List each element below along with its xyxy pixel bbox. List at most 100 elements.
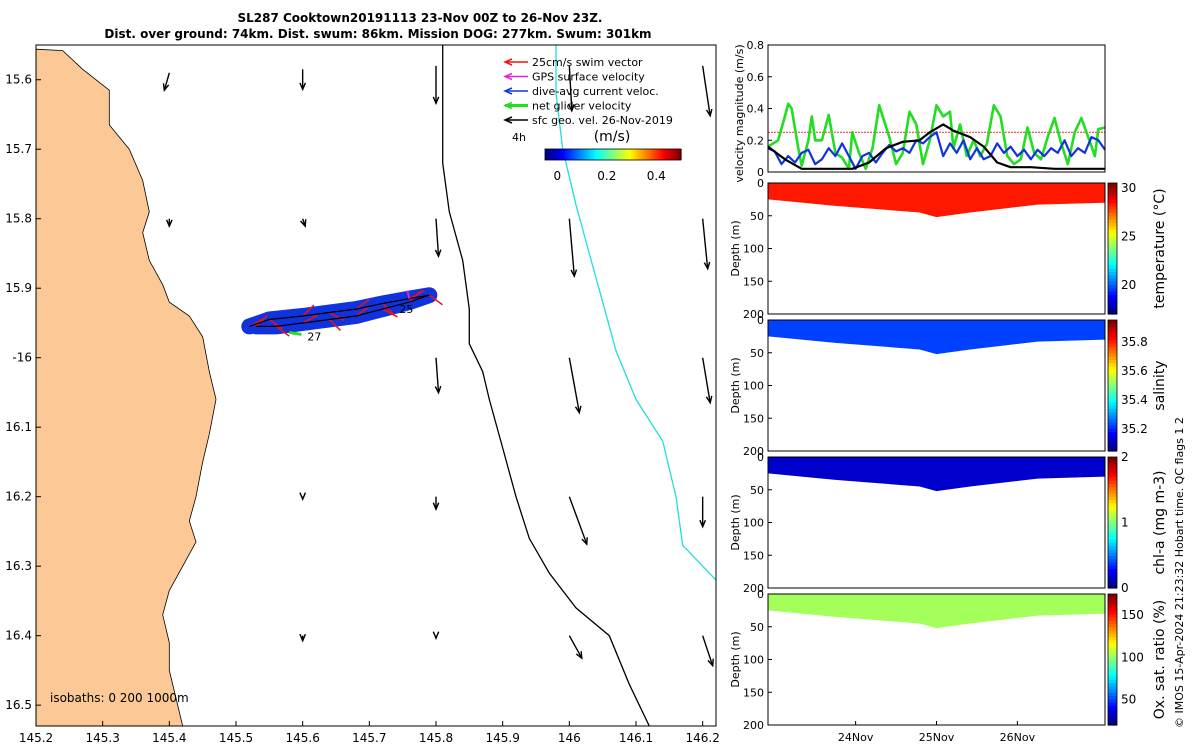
swim-vector (302, 304, 315, 317)
profile-ytick-label: 100 (743, 380, 764, 393)
colorbar-swatch (589, 149, 592, 160)
colorbar-swatch (611, 149, 614, 160)
swim-vector (355, 298, 370, 310)
profile-colorbar-swatch (1108, 555, 1117, 560)
profile-colorbar-swatch (1108, 698, 1117, 703)
profile-data-fill (768, 320, 1105, 355)
colorbar-swatch (583, 149, 586, 160)
colorbar-swatch (645, 149, 648, 160)
profile-colorbar-tick-label: 0 (1121, 581, 1129, 595)
isobath-1000m (555, 45, 716, 582)
glider-track (249, 294, 430, 327)
colorbar-swatch (619, 149, 622, 160)
colorbar-swatch (603, 149, 606, 160)
profile-colorbar-swatch (1108, 356, 1117, 360)
profile-colorbar-swatch (1108, 225, 1117, 230)
profile-colorbar-swatch (1108, 189, 1117, 194)
credit-text: © IMOS 15-Apr-2024 21:23:32 Hobart time.… (1173, 417, 1186, 728)
profile-colorbar-swatch (1108, 597, 1117, 602)
colorbar-swatch (675, 149, 678, 160)
profile-colorbar-swatch (1108, 463, 1117, 468)
profile-colorbar-swatch (1108, 336, 1117, 341)
sfc-velocity-arrowhead (432, 631, 440, 641)
colorbar-swatch (593, 149, 596, 160)
profile-colorbar-swatch (1108, 261, 1117, 266)
profile-colorbar-swatch (1108, 245, 1117, 250)
profile-colorbar-swatch (1108, 414, 1117, 419)
map-xtick-label: 145.5 (219, 731, 253, 745)
profile-colorbar-swatch (1108, 359, 1117, 364)
profile-ytick-label: 150 (743, 275, 764, 288)
colorbar-swatch (607, 149, 610, 160)
sfc-velocity-arrowhead (434, 385, 442, 395)
colorbar-tick-label: 0.4 (647, 169, 666, 183)
profile-colorbar-swatch (1108, 548, 1117, 553)
velocity-series-net (767, 102, 1106, 171)
colorbar-swatch (577, 149, 580, 160)
profile-colorbar-swatch (1108, 594, 1117, 598)
profile-colorbar-tick-label: 35.8 (1121, 335, 1148, 349)
profile-colorbar-swatch (1108, 460, 1117, 465)
sfc-velocity-arrowhead (299, 492, 307, 501)
profile-colorbar-swatch (1108, 428, 1117, 432)
profile-colorbar-swatch (1108, 183, 1117, 187)
profile-ytick-label: 100 (743, 243, 764, 256)
profile-colorbar-swatch (1108, 372, 1117, 377)
profile-colorbar-swatch (1108, 271, 1117, 276)
map-xtick-label: 146 (558, 731, 581, 745)
profile-colorbar-swatch (1108, 434, 1117, 439)
swim-vector (355, 305, 370, 317)
sfc-velocity-vector (568, 218, 576, 277)
colorbar-swatch (621, 149, 624, 160)
sfc-velocity-vector (568, 65, 573, 111)
profile-colorbar-swatch (1108, 274, 1117, 279)
profile-colorbar-swatch (1108, 551, 1117, 556)
colorbar-swatch (557, 149, 560, 160)
legend-arrowhead (503, 72, 513, 81)
profile-colorbar-swatch (1108, 486, 1117, 491)
profile-panel-chla: 0 50 100 150 200 Depth (m) 0 1 2 chl-a (mg m-3) (729, 450, 1168, 595)
profile-colorbar-swatch (1108, 695, 1117, 700)
profile-colorbar-swatch (1108, 558, 1117, 563)
profile-colorbar-swatch (1108, 431, 1117, 436)
colorbar-swatch (633, 149, 636, 160)
profile-colorbar-swatch (1108, 307, 1117, 312)
map-ytick-label: -16 (12, 351, 32, 365)
profile-colorbar-swatch (1108, 522, 1117, 527)
speed-colorbar: 0 0.2 0.4 (544, 148, 682, 183)
profile-colorbar-swatch (1108, 232, 1117, 236)
profile-colorbar-swatch (1108, 545, 1117, 550)
profile-colorbar-swatch (1108, 470, 1117, 474)
profile-colorbar-swatch (1108, 437, 1117, 442)
colorbar-swatch (627, 149, 630, 160)
profile-colorbar-swatch (1108, 535, 1117, 540)
profile-colorbar-swatch (1108, 532, 1117, 537)
profile-colorbar-swatch (1108, 620, 1117, 625)
colorbar-swatch (659, 149, 662, 160)
colorbar-swatch (673, 149, 676, 160)
colorbar-swatch (553, 149, 556, 160)
profile-colorbar-swatch (1108, 578, 1117, 583)
profile-colorbar-swatch (1108, 675, 1117, 680)
colorbar-swatch (555, 149, 558, 160)
profile-ytick-label: 200 (743, 582, 764, 595)
profile-colorbar-swatch (1108, 248, 1117, 253)
profile-colorbar-swatch (1108, 219, 1117, 223)
map-frame (35, 44, 717, 727)
sfc-velocity-vector (701, 65, 711, 116)
swim-vector (408, 290, 422, 303)
profile-panel-salinity: 0 50 100 150 200 Depth (m) 35.2 35.4 35.6 35.8 sal… (729, 314, 1168, 458)
map-ytick-label: 16.4 (5, 629, 32, 643)
sfc-velocity-arrowhead (705, 395, 713, 405)
profile-colorbar-label: chl-a (mg m-3) (1152, 470, 1168, 574)
swim-vector (428, 294, 443, 306)
profile-depth-label: Depth (m) (729, 220, 742, 276)
sfc-velocity-vector (435, 218, 440, 257)
profile-colorbar-swatch (1108, 688, 1117, 693)
colorbar-swatch (561, 149, 564, 160)
profile-colorbar-swatch (1108, 281, 1117, 286)
profile-colorbar-swatch (1108, 375, 1117, 380)
colorbar-swatch (641, 149, 644, 160)
map-xtick-label: 146.2 (685, 731, 719, 745)
